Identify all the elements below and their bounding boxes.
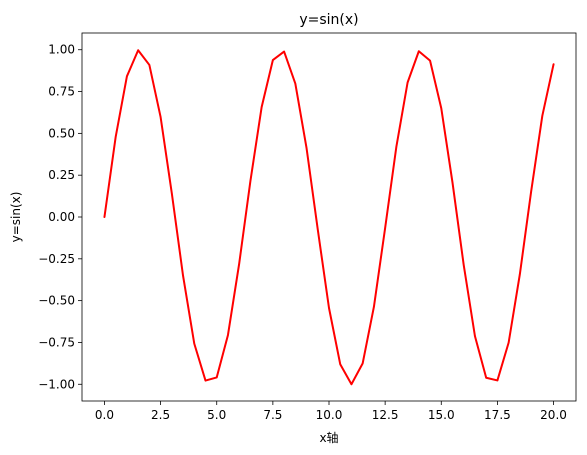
tick-marks [78,49,554,405]
y-tick-label: 0.25 [48,168,75,182]
x-tick-label: 15.0 [428,408,455,422]
x-tick-label: 2.5 [151,408,170,422]
plot-area [81,32,577,402]
x-tick-label: 7.5 [263,408,282,422]
x-tick-label: 17.5 [484,408,511,422]
tick-labels: 0.0 2.5 5.0 7.5 10.0 12.5 15.0 17.5 20.0 1.00 0.75… [38,43,567,422]
chart-title: y=sin(x) [299,12,358,28]
x-tick-label: 10.0 [316,408,343,422]
y-tick-label: −0.25 [38,252,75,266]
x-tick-label: 0.0 [95,408,114,422]
y-tick-label: −0.50 [38,294,75,308]
y-axis-title: y=sin(x) [9,192,23,243]
y-tick-label: 1.00 [48,43,75,57]
x-tick-label: 12.5 [372,408,399,422]
y-tick-label: 0.00 [48,210,75,224]
y-tick-label: −0.75 [38,335,75,349]
sin-curve-line [103,49,555,386]
y-tick-label: −1.00 [38,377,75,391]
y-tick-label: 0.50 [48,126,75,140]
x-tick-label: 5.0 [207,408,226,422]
y-tick-label: 0.75 [48,85,75,99]
x-axis-title: x轴 [319,430,338,445]
x-tick-label: 20.0 [540,408,567,422]
